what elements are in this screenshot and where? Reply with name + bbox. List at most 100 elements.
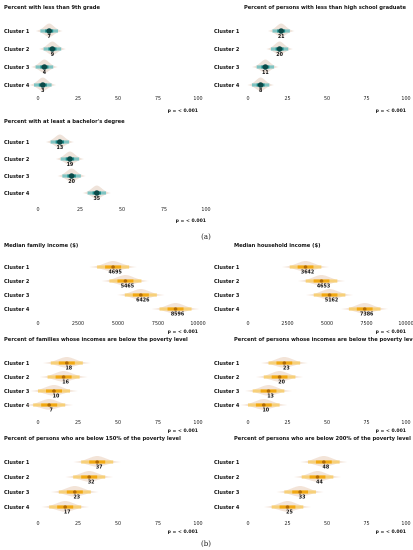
x-tick-label: 0 [246, 521, 249, 527]
median-point [322, 460, 326, 464]
median-point [57, 139, 63, 145]
chart-title: Percent of persons whose incomes are bel… [234, 337, 413, 343]
panels: Percent with less than 9th grade 0 25 50 75 1… [4, 5, 413, 535]
cluster-label: Cluster 2 [214, 375, 240, 381]
median-point [68, 173, 75, 179]
chart-panel: Percent with at least a bachelor's degre… [4, 119, 211, 224]
median-point [123, 279, 128, 283]
x-tick-label: 75 [155, 521, 161, 527]
x-tick-label: 25 [284, 96, 290, 102]
chart-title: Median family income ($) [4, 243, 78, 249]
median-point [319, 279, 324, 283]
chart-panel: Percent of families whose incomes are be… [4, 337, 203, 434]
cluster-label: Cluster 4 [214, 403, 240, 409]
median-point [47, 403, 51, 407]
median-point [52, 389, 56, 393]
value-label: 7386 [360, 312, 374, 318]
p-value: p = < 0.001 [168, 428, 198, 434]
cluster-label: Cluster 2 [4, 279, 30, 285]
x-tick-label: 0 [246, 420, 249, 426]
x-tick-label: 100 [201, 207, 210, 213]
x-tick-label: 75 [363, 420, 369, 426]
cluster-label: Cluster 4 [214, 83, 240, 89]
x-tick-label: 100 [401, 420, 410, 426]
median-point [94, 190, 100, 196]
cluster-label: Cluster 4 [4, 403, 30, 409]
chart-title: Percent with less than 9th grade [4, 5, 101, 11]
p-value: p = < 0.001 [168, 329, 198, 335]
cluster-label: Cluster 3 [4, 293, 30, 299]
x-tick-label: 75 [363, 521, 369, 527]
value-label: 44 [316, 480, 323, 486]
panel-label-b: (b) [201, 540, 211, 548]
chart-panel: Percent of persons with less than high s… [214, 5, 411, 114]
value-label: 20 [68, 179, 75, 185]
median-point [67, 156, 73, 162]
x-tick-label: 5000 [112, 321, 124, 327]
value-label: 16 [62, 380, 69, 386]
chart-panel: Median family income ($) 0 2500 5000 7500 100… [4, 243, 206, 335]
p-value: p = < 0.001 [376, 108, 406, 114]
value-label: 18 [65, 366, 72, 372]
value-label: 20 [276, 52, 283, 58]
value-label: 32 [88, 480, 95, 486]
median-point [65, 361, 69, 365]
median-point [49, 46, 56, 52]
x-tick-label: 2500 [281, 321, 293, 327]
x-tick-label: 50 [324, 521, 330, 527]
cluster-label: Cluster 1 [4, 140, 30, 146]
value-label: 7 [48, 34, 51, 40]
cluster-label: Cluster 3 [4, 65, 30, 71]
chart-panel: Percent of persons who are below 150% of… [4, 436, 203, 535]
x-tick-label: 50 [115, 521, 121, 527]
value-label: 3642 [301, 270, 314, 276]
median-point [73, 490, 77, 494]
x-tick-label: 25 [284, 420, 290, 426]
median-point [282, 361, 287, 365]
value-label: 33 [299, 495, 306, 501]
value-label: 23 [283, 366, 290, 372]
chart-title: Percent of persons with less than high s… [244, 5, 407, 11]
value-label: 21 [278, 34, 285, 40]
median-point [266, 389, 271, 393]
value-label: 19 [67, 162, 74, 168]
median-point [111, 265, 115, 269]
value-label: 6426 [136, 298, 150, 304]
cluster-label: Cluster 1 [214, 265, 240, 271]
x-tick-label: 2500 [72, 321, 84, 327]
p-value: p = < 0.001 [168, 108, 198, 114]
cluster-label: Cluster 4 [4, 307, 30, 313]
median-point [278, 28, 284, 34]
cluster-label: Cluster 3 [214, 65, 240, 71]
value-label: 8 [259, 88, 263, 94]
x-tick-label: 0 [36, 207, 39, 213]
x-tick-label: 5000 [321, 321, 333, 327]
value-label: 13 [267, 394, 274, 400]
p-value: p = < 0.001 [376, 428, 406, 434]
cluster-label: Cluster 1 [4, 460, 30, 466]
cluster-label: Cluster 2 [214, 47, 240, 53]
chart-title: Percent of persons who are below 200% of… [234, 436, 411, 442]
x-tick-label: 50 [324, 420, 330, 426]
cluster-label: Cluster 4 [4, 191, 30, 197]
median-point [303, 265, 308, 269]
cluster-label: Cluster 4 [4, 505, 30, 511]
p-value: p = < 0.001 [168, 529, 198, 535]
value-label: 23 [73, 495, 80, 501]
value-label: 7 [50, 408, 53, 414]
cluster-label: Cluster 3 [214, 490, 240, 496]
chart-title: Percent with at least a bachelor's degre… [4, 119, 125, 125]
chart-title: Percent of families whose incomes are be… [4, 337, 188, 343]
x-tick-label: 10000 [398, 321, 413, 327]
p-value: p = < 0.001 [376, 529, 406, 535]
cluster-label: Cluster 1 [4, 361, 30, 367]
median-point [63, 505, 67, 509]
cluster-label: Cluster 1 [4, 29, 30, 35]
x-tick-label: 50 [119, 207, 125, 213]
x-tick-label: 0 [36, 96, 39, 102]
value-label: 3 [41, 88, 44, 94]
median-point [276, 46, 283, 52]
p-value: p = < 0.001 [376, 329, 406, 335]
x-tick-label: 0 [36, 420, 39, 426]
